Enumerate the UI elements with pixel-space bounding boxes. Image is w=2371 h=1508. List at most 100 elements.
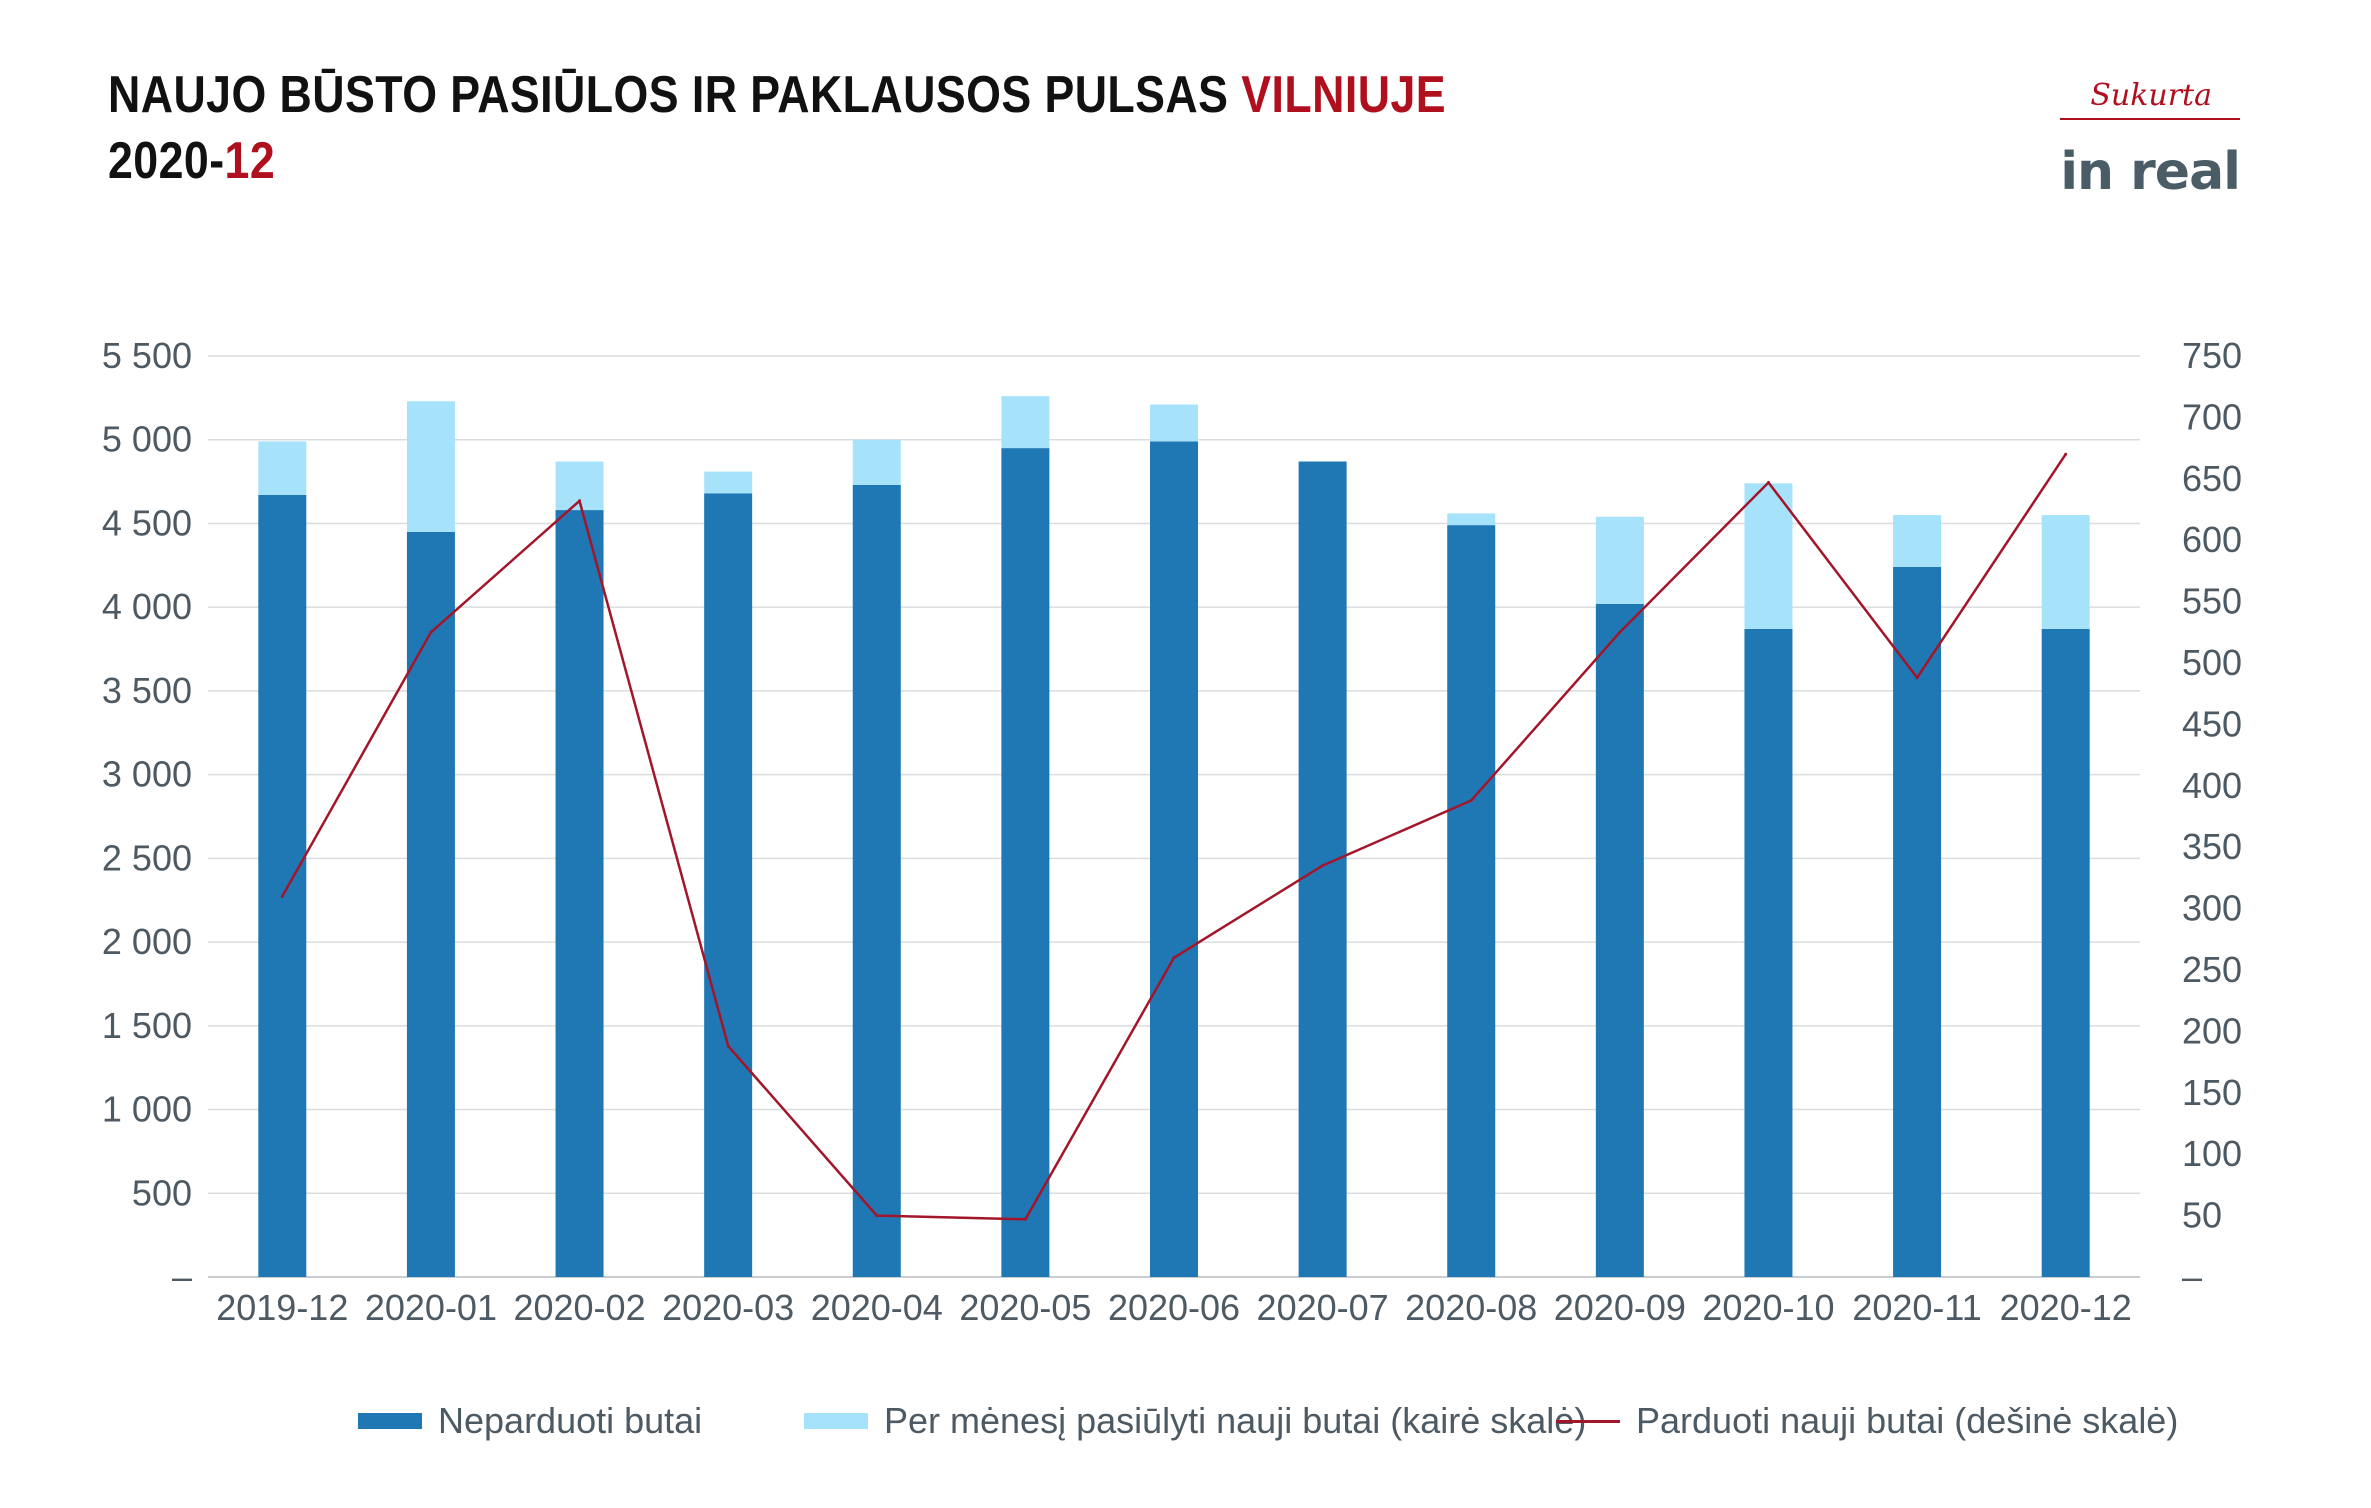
title-period-year: 2020- — [108, 132, 225, 190]
bar-unsold — [1595, 603, 1644, 1277]
legend-item-unsold: Neparduoti butai — [358, 1400, 702, 1442]
left-tick-label: 2 000 — [102, 921, 192, 962]
right-tick-label: 550 — [2182, 581, 2242, 622]
chart-title: NAUJO BŪSTO PASIŪLOS IR PAKLAUSOS PULSAS… — [108, 62, 1446, 194]
sold-point — [1618, 630, 1622, 634]
bar-unsold — [406, 531, 455, 1277]
title-city: VILNIUJE — [1241, 66, 1447, 124]
right-tick-label: 100 — [2182, 1133, 2242, 1174]
right-tick-label: 150 — [2182, 1072, 2242, 1113]
chart-svg: – 500 1 000 1 500 2 000 2 500 3 000 3 500 4 000 4… — [102, 335, 2242, 1328]
bar-offered — [258, 441, 307, 495]
logo-rule — [2060, 118, 2240, 120]
legend-item-offered: Per mėnesį pasiūlyti nauji butai (kairė … — [804, 1400, 1586, 1442]
right-axis: – 50 100 150 200 250 300 350 400 450 500 550 600 650 7… — [2182, 335, 2242, 1297]
right-tick-label: 300 — [2182, 888, 2242, 929]
right-tick-label: 200 — [2182, 1010, 2242, 1051]
bar-offered — [1150, 404, 1198, 442]
legend-item-sold: Parduoti nauji butai (dešinė skalė) — [1556, 1400, 2178, 1442]
bar-offered — [704, 471, 753, 494]
right-tick-label: 400 — [2182, 765, 2242, 806]
sold-point — [1321, 864, 1325, 868]
bar-unsold — [258, 494, 307, 1277]
left-tick-label: 5 500 — [102, 335, 192, 376]
bar-offered — [852, 439, 901, 485]
x-tick-label: 2020-02 — [513, 1287, 645, 1328]
x-tick-label: 2020-04 — [811, 1287, 943, 1328]
legend-label-offered: Per mėnesį pasiūlyti nauji butai (kairė … — [884, 1400, 1587, 1441]
left-tick-label: – — [172, 1256, 192, 1297]
bar-unsold — [1744, 628, 1793, 1277]
bar-offered — [2041, 515, 2090, 629]
legend-swatch-unsold — [358, 1413, 422, 1429]
x-tick-label: 2020-11 — [1852, 1287, 1981, 1328]
bar-offered — [1447, 513, 1496, 526]
x-tick-label: 2020-12 — [2000, 1287, 2132, 1328]
left-tick-label: 2 500 — [102, 837, 192, 878]
bar-unsold — [2041, 628, 2090, 1277]
bar-unsold — [1893, 566, 1942, 1277]
sold-point — [1469, 799, 1473, 803]
sold-point — [1172, 956, 1176, 960]
logo-tagline: Sukurta — [2090, 78, 2212, 113]
bar-unsold — [1001, 448, 1050, 1278]
x-tick-label: 2019-12 — [216, 1287, 348, 1328]
right-tick-label: – — [2182, 1256, 2202, 1297]
title-line-2: 2020-12 — [108, 128, 1446, 194]
sold-point — [1023, 1217, 1027, 1221]
legend-swatch-sold — [1556, 1419, 1620, 1423]
bar-unsold — [1150, 441, 1198, 1277]
title-period-month: 12 — [224, 132, 276, 190]
bar-offered — [1744, 483, 1793, 629]
right-tick-label: 650 — [2182, 458, 2242, 499]
legend-label-unsold: Neparduoti butai — [438, 1400, 703, 1441]
sold-point — [280, 894, 284, 898]
x-tick-label: 2020-01 — [365, 1287, 497, 1328]
bar-unsold — [852, 484, 901, 1277]
left-axis: – 500 1 000 1 500 2 000 2 500 3 000 3 500 4 000 4… — [102, 335, 192, 1297]
right-tick-label: 500 — [2182, 642, 2242, 683]
x-tick-label: 2020-10 — [1702, 1287, 1834, 1328]
left-tick-label: 1 500 — [102, 1005, 192, 1046]
left-tick-label: 4 000 — [102, 586, 192, 627]
right-tick-label: 600 — [2182, 519, 2242, 560]
right-tick-label: 250 — [2182, 949, 2242, 990]
x-axis: 2019-12 2020-01 2020-02 2020-03 2020-04 2020-… — [216, 1287, 2132, 1328]
bar-offered — [1893, 515, 1942, 567]
left-tick-label: 500 — [132, 1172, 192, 1213]
x-tick-label: 2020-09 — [1554, 1287, 1686, 1328]
x-tick-label: 2020-03 — [662, 1287, 794, 1328]
bar-unsold — [1298, 461, 1347, 1278]
legend: Neparduoti butai Per mėnesį pasiūlyti na… — [0, 1400, 2371, 1460]
sold-point — [2064, 452, 2068, 456]
left-tick-label: 4 500 — [102, 502, 192, 543]
bar-offered — [1001, 396, 1050, 449]
left-tick-label: 3 000 — [102, 754, 192, 795]
x-tick-label: 2020-05 — [959, 1287, 1091, 1328]
inreal-logo: Sukurta in real — [2040, 78, 2241, 208]
right-tick-label: 750 — [2182, 335, 2242, 376]
left-tick-label: 3 500 — [102, 670, 192, 711]
bar-offered — [1595, 516, 1644, 604]
sold-point — [1766, 480, 1770, 484]
x-tick-label: 2020-08 — [1405, 1287, 1537, 1328]
legend-label-sold: Parduoti nauji butai (dešinė skalė) — [1636, 1400, 2179, 1441]
sold-point — [1915, 676, 1919, 680]
right-tick-label: 50 — [2182, 1195, 2222, 1236]
bar-unsold — [704, 493, 753, 1277]
left-tick-label: 5 000 — [102, 419, 192, 460]
logo-brand: in real — [2060, 142, 2241, 202]
sold-point — [429, 630, 433, 634]
bar-offered — [406, 401, 455, 532]
bar-unsold — [555, 510, 604, 1277]
sold-point — [726, 1044, 730, 1048]
sold-line-group — [280, 452, 2068, 1221]
right-tick-label: 450 — [2182, 703, 2242, 744]
bar-unsold — [1447, 525, 1496, 1277]
sold-point — [875, 1214, 879, 1218]
bars — [258, 396, 2090, 1278]
x-tick-label: 2020-06 — [1108, 1287, 1240, 1328]
left-tick-label: 1 000 — [102, 1089, 192, 1130]
title-line-1: NAUJO BŪSTO PASIŪLOS IR PAKLAUSOS PULSAS… — [108, 62, 1446, 128]
sold-point — [578, 499, 582, 503]
